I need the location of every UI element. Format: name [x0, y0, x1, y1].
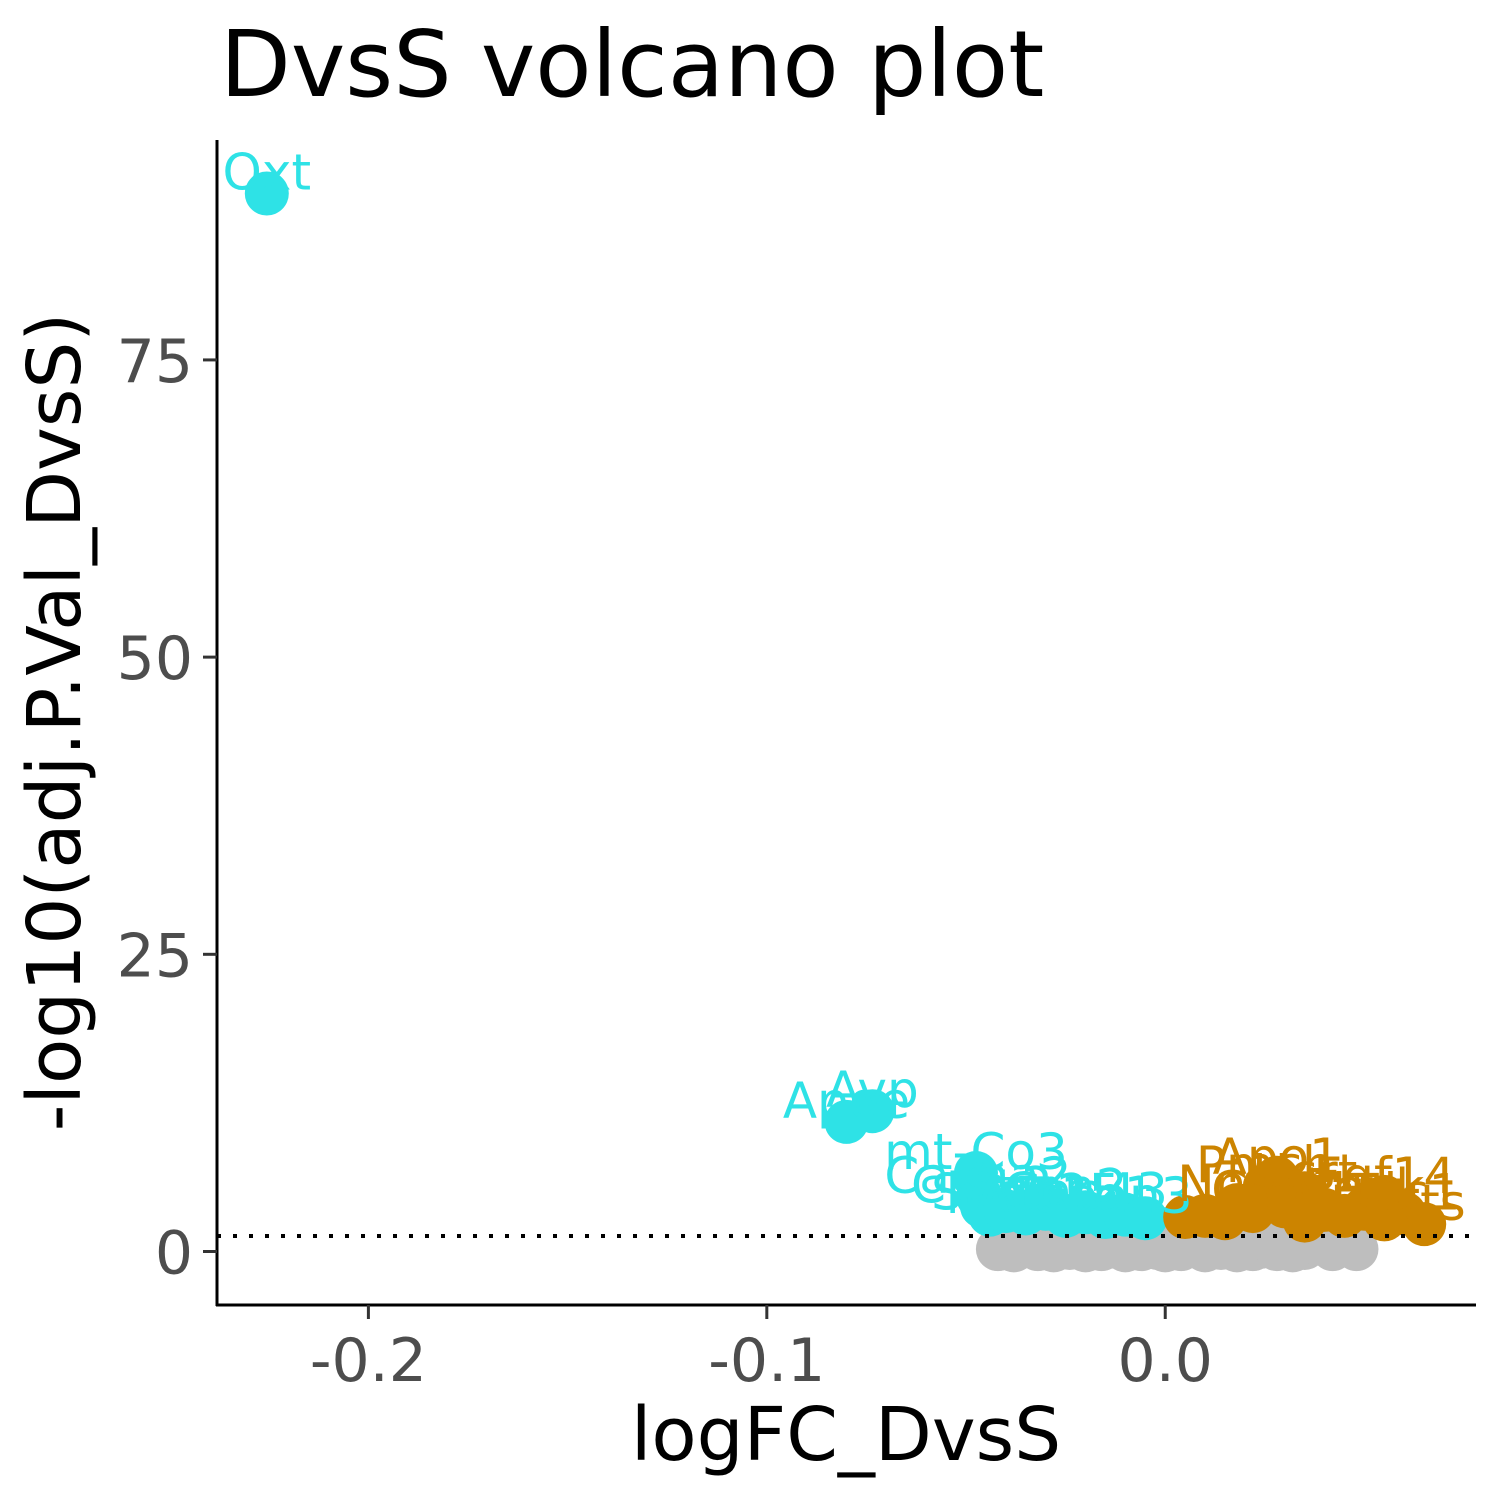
point-label-up-7: Cartpt [1246, 1160, 1403, 1218]
point-label-down-3: mt-Co3 [884, 1123, 1068, 1181]
point-up-13 [1202, 1196, 1247, 1241]
point-label-up-8: Trh [1306, 1166, 1382, 1224]
point-label-down-10: Atp1b1 [976, 1166, 1156, 1224]
point-label-down-4: Cacna2 [884, 1147, 1071, 1205]
point-label-up-2: Hcrt [1252, 1143, 1357, 1201]
y-tick-label-1: 25 [117, 921, 193, 991]
points-layer [244, 171, 1447, 1273]
point-labels-layer: Oxt AvpApoemt-Co3Cacna2Cplx2NrgnSnap25Stm… [223, 143, 1466, 1232]
point-label-up-6: Sst [1246, 1156, 1323, 1214]
point-down-14 [1123, 1196, 1168, 1241]
y-tick-label-0: 0 [155, 1219, 193, 1289]
point-label-up-11: Nts [1383, 1174, 1466, 1232]
point-up-14 [1282, 1198, 1327, 1243]
point-label-down-5: Cplx2 [911, 1156, 1053, 1214]
point-label-down-0: Oxt [223, 143, 312, 201]
point-ns-42 [1334, 1227, 1379, 1272]
x-tick-label-0: -0.2 [310, 1326, 427, 1396]
y-tick-label-2: 50 [117, 624, 193, 694]
point-label-up-9: Penk [1305, 1159, 1425, 1217]
point-label-up-5: Gal [1211, 1161, 1294, 1219]
x-tick-label-2: 0.0 [1118, 1326, 1213, 1396]
point-label-down-7: Nrgn [946, 1161, 1067, 1219]
point-label-down-2: Apoe [783, 1072, 910, 1130]
point-label-up-10: Tac1 [1347, 1163, 1460, 1221]
axis-ticks: -0.2 -0.1 0.0 0 25 50 75 [117, 327, 1213, 1396]
point-label-up-1: Pmch [1196, 1136, 1334, 1194]
point-label-down-11: Gap43 [1003, 1162, 1168, 1220]
point-label-up-3: Fgf14 [1313, 1147, 1455, 1205]
chart-title: DvsS volcano plot [220, 11, 1044, 118]
point-label-down-8: Snap25 [931, 1163, 1120, 1221]
x-tick-label-1: -0.1 [708, 1326, 825, 1396]
x-axis-title: logFC_DvsS [631, 1392, 1061, 1478]
point-up-16 [1163, 1195, 1208, 1240]
y-axis-title: -log10(adj.P.Val_DvsS) [12, 313, 98, 1132]
point-label-down-1: Avp [826, 1061, 919, 1119]
point-label-up-4: Nnat [1177, 1155, 1296, 1213]
point-down-0 [244, 171, 289, 216]
point-label-down-12: Tspan3 [1017, 1167, 1192, 1225]
y-tick-label-3: 75 [117, 327, 193, 397]
point-label-up-0: Apo1 [1213, 1128, 1341, 1186]
point-label-down-9: Stmn2 [964, 1159, 1128, 1217]
point-down-2 [824, 1099, 869, 1144]
point-up-15 [1362, 1197, 1407, 1242]
